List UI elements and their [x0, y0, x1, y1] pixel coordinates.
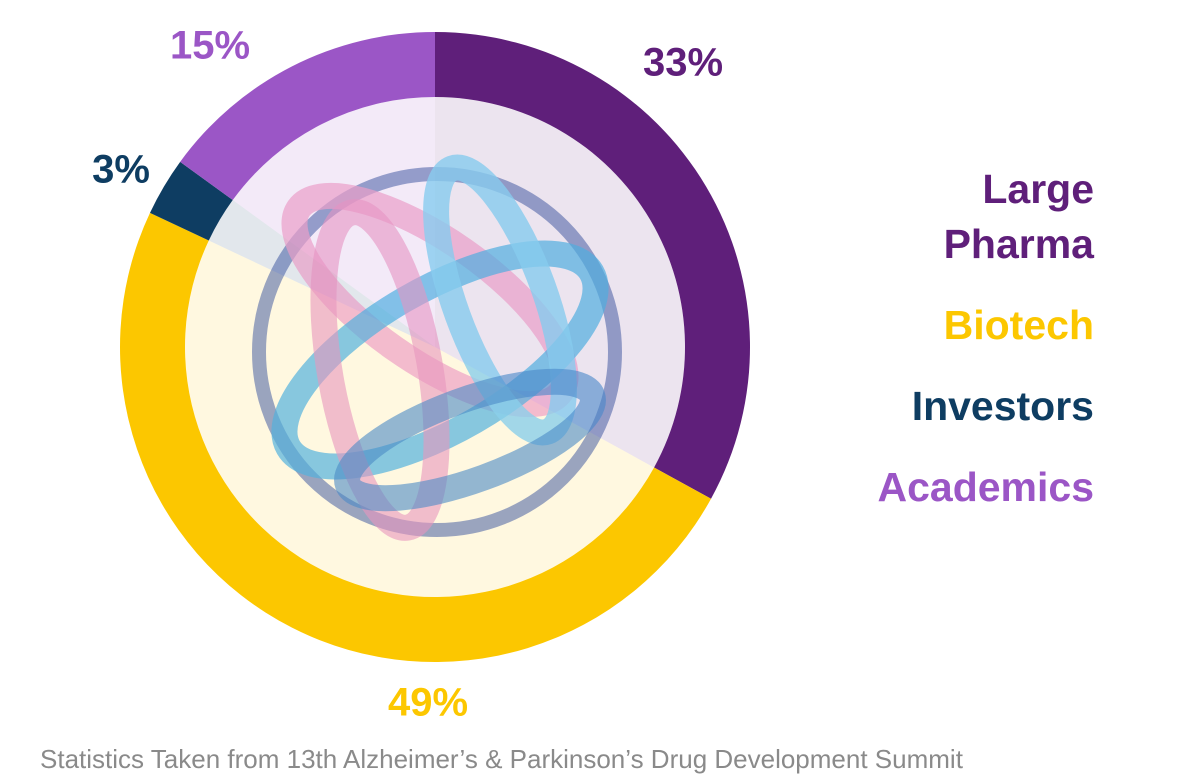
legend-entry: Large Pharma [943, 166, 1094, 267]
slice-tint [184, 240, 655, 598]
legend: Large Pharma Biotech Investors Academics [854, 162, 1094, 541]
data-label: 33% [643, 41, 723, 85]
legend-entry: Investors [911, 383, 1094, 429]
slice-tint [232, 97, 435, 347]
slice [180, 32, 435, 201]
slice [435, 32, 750, 499]
legend-entry: Biotech [943, 302, 1094, 348]
data-label: 3% [92, 148, 150, 192]
globe-decoration [252, 154, 622, 541]
data-label: 15% [170, 24, 250, 68]
source-note: Statistics Taken from 13th Alzheimer’s &… [40, 744, 963, 774]
data-label: 49% [388, 681, 468, 725]
slice [119, 212, 712, 663]
legend-entry: Academics [877, 464, 1094, 510]
value-labels: 33% 49% 3% 15% [92, 24, 723, 725]
slice [149, 161, 233, 241]
